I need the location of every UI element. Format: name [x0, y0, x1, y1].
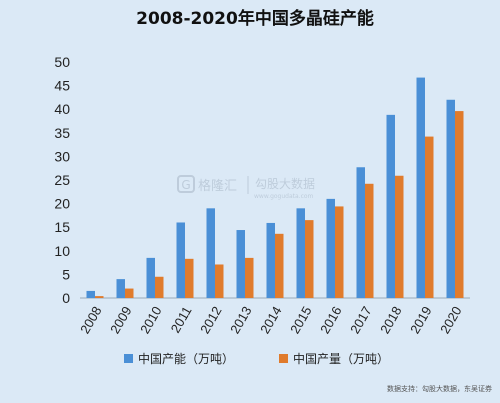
- bar-output-2015: [305, 220, 314, 298]
- legend-swatch-output: [279, 354, 288, 363]
- x-tick-label: 2012: [197, 304, 224, 337]
- x-tick-label: 2015: [287, 304, 314, 337]
- bar-output-2010: [155, 276, 164, 298]
- bar-output-2016: [335, 206, 344, 298]
- legend-label-capacity: 中国产能（万吨）: [138, 351, 234, 366]
- bar-capacity-2019: [416, 77, 425, 298]
- y-tick-label: 5: [62, 266, 70, 282]
- bar-capacity-2012: [206, 208, 215, 298]
- watermark: G 格隆汇 勾股大数据 www.gogudata.com: [177, 175, 315, 200]
- y-tick-label: 15: [54, 219, 70, 235]
- bar-capacity-2010: [146, 257, 155, 298]
- bar-capacity-2009: [116, 279, 125, 298]
- bar-output-2013: [245, 257, 254, 298]
- watermark-sub: 勾股大数据: [255, 176, 315, 191]
- x-tick-label: 2010: [137, 304, 164, 337]
- y-tick-label: 10: [54, 243, 70, 259]
- x-axis: 2008 2009 2010 2011 2012 2013 2014 2015 2016 2017…: [77, 304, 464, 337]
- x-tick-label: 2017: [347, 304, 374, 337]
- watermark-brand: 格隆汇: [198, 178, 237, 194]
- bar-capacity-2016: [326, 198, 335, 298]
- y-tick-label: 45: [54, 78, 70, 94]
- bar-output-2009: [125, 288, 134, 298]
- x-tick-label: 2011: [168, 304, 195, 336]
- x-tick-label: 2020: [437, 304, 464, 337]
- x-tick-label: 2008: [77, 304, 104, 337]
- legend: 中国产能（万吨） 中国产量（万吨）: [124, 351, 389, 366]
- watermark-logo-icon: G: [177, 175, 195, 193]
- x-tick-label: 2014: [257, 304, 284, 337]
- bar-capacity-2011: [176, 222, 185, 298]
- legend-swatch-capacity: [124, 354, 133, 363]
- chart-title: 2008-2020年中国多晶硅产能: [136, 8, 374, 29]
- y-axis: 0 5 10 15 20 25 30 35 40 45 50: [54, 54, 70, 306]
- bar-output-2019: [425, 136, 434, 298]
- bar-capacity-2014: [266, 222, 275, 298]
- bar-output-2020: [455, 111, 464, 298]
- y-tick-label: 40: [54, 101, 70, 117]
- bar-capacity-2008: [86, 290, 95, 298]
- y-tick-label: 50: [54, 54, 70, 70]
- bar-output-2018: [395, 175, 404, 298]
- bar-output-2014: [275, 233, 284, 298]
- bar-capacity-2013: [236, 230, 245, 298]
- bar-capacity-2015: [296, 208, 305, 298]
- bar-output-2012: [215, 264, 224, 298]
- y-tick-label: 0: [62, 290, 70, 306]
- x-tick-label: 2013: [227, 304, 254, 337]
- x-tick-label: 2018: [377, 304, 404, 337]
- x-tick-label: 2016: [317, 304, 344, 337]
- bar-capacity-2020: [446, 99, 455, 298]
- plot-area: [80, 77, 470, 299]
- bar-output-2011: [185, 258, 194, 298]
- y-tick-label: 35: [54, 125, 70, 141]
- watermark-url: www.gogudata.com: [254, 193, 314, 200]
- legend-label-output: 中国产量（万吨）: [293, 351, 389, 366]
- x-tick-label: 2019: [407, 304, 434, 337]
- y-tick-label: 30: [54, 148, 70, 164]
- bar-output-2008: [95, 296, 104, 298]
- bar-capacity-2018: [386, 114, 395, 298]
- y-tick-label: 20: [54, 196, 70, 212]
- x-tick-label: 2009: [107, 304, 134, 337]
- bars: [86, 77, 464, 298]
- bar-output-2017: [365, 183, 374, 298]
- bar-capacity-2017: [356, 167, 365, 298]
- y-tick-label: 25: [54, 172, 70, 188]
- source-note: 数据支持：勾股大数据，东吴证券: [387, 384, 492, 393]
- svg-text:G: G: [181, 178, 190, 192]
